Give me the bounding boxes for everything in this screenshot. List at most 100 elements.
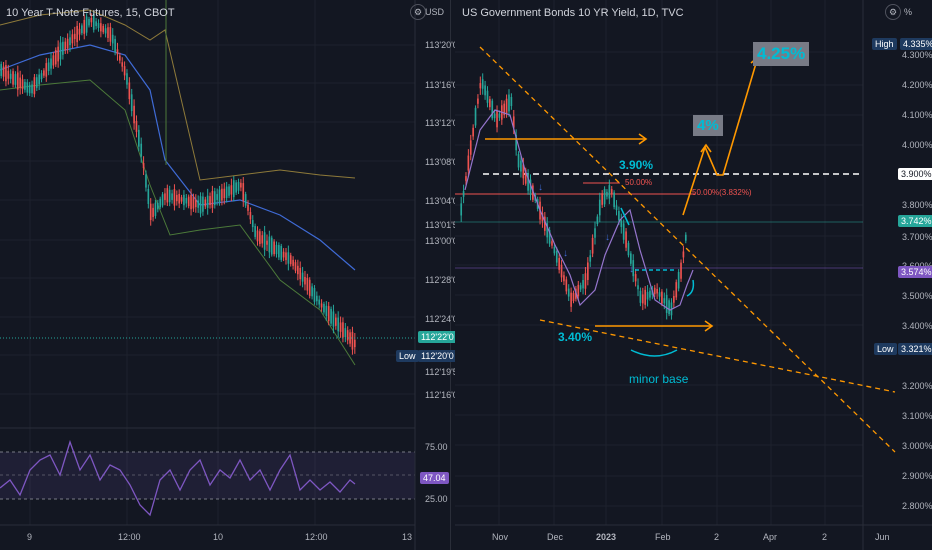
candle [104, 28, 107, 34]
price-axis-label: 113'01'5 [425, 220, 458, 230]
candle [97, 23, 100, 28]
candle [665, 295, 668, 313]
price-axis-label: 113'16'0 [425, 80, 458, 90]
price-axis-label: 112'19'5 [425, 367, 458, 377]
candle [266, 240, 268, 245]
rsi-line [0, 439, 356, 517]
candle [126, 73, 128, 85]
right-chart-canvas[interactable]: ↓ ↓ ↓ ↓ [455, 0, 932, 550]
candle [493, 113, 496, 119]
candle [346, 330, 349, 341]
candle [43, 70, 45, 76]
candle [178, 193, 181, 204]
candle [553, 246, 556, 254]
low-badge: 3.321% [898, 343, 932, 355]
candle [180, 197, 183, 202]
price-axis-label: 113'12'0 [425, 118, 458, 128]
candle [242, 183, 245, 201]
candle [503, 103, 506, 115]
candle [505, 98, 508, 114]
left-chart-pane[interactable]: 10 Year T-Note Futures, 15, CBOT USD ⚙ 1… [0, 0, 458, 550]
candle [38, 74, 40, 85]
candle [83, 19, 86, 34]
candle [579, 285, 582, 290]
candle [675, 282, 678, 298]
minor-base-label: minor base [629, 372, 689, 386]
candle [558, 258, 560, 270]
candle [512, 116, 515, 128]
candle [491, 100, 494, 119]
candle [653, 287, 656, 295]
candle [663, 298, 666, 304]
candle [618, 211, 620, 221]
candle [256, 230, 259, 242]
candle [622, 223, 625, 240]
rsi-level-75: 75.00 [425, 442, 448, 452]
candle [268, 236, 271, 253]
candle [610, 189, 613, 195]
candle [280, 245, 283, 260]
candle [263, 232, 266, 250]
time-label: 13 [402, 532, 413, 542]
candle [332, 311, 335, 327]
price-axis-label: 3.400% [902, 321, 932, 331]
time-label: 2023 [596, 532, 617, 542]
left-currency: USD [425, 7, 445, 17]
candle [69, 37, 71, 46]
candle [209, 196, 211, 206]
candle [275, 244, 278, 255]
candle [639, 290, 642, 303]
candle [202, 196, 204, 212]
candle [344, 328, 347, 337]
time-label: Jun [875, 532, 890, 542]
gear-icon[interactable]: ⚙ [885, 4, 901, 20]
candle [26, 82, 29, 93]
candle [81, 25, 83, 34]
candle [133, 105, 135, 124]
candle [481, 79, 484, 89]
candle [12, 71, 14, 85]
candle [47, 62, 50, 71]
candle [325, 305, 328, 316]
candle [632, 260, 635, 277]
candle [287, 252, 290, 264]
candle [147, 188, 150, 204]
candle [522, 164, 525, 179]
price-axis-label: 4.200% [902, 80, 932, 90]
candle [349, 332, 351, 344]
candle [465, 176, 467, 181]
candle [111, 34, 114, 44]
candle [598, 199, 601, 216]
right-chart-pane[interactable]: ↓ ↓ ↓ ↓ US Government Bonds 10 YR Yield, 1D… [455, 0, 932, 550]
left-chart-canvas[interactable] [0, 0, 450, 550]
candle [62, 41, 64, 55]
gear-icon[interactable]: ⚙ [410, 4, 426, 20]
candle [342, 322, 344, 338]
price-axis-label: 113'04'0 [425, 196, 458, 206]
candle [529, 179, 532, 196]
candle [66, 38, 69, 49]
candle [469, 140, 472, 155]
candle [216, 194, 218, 200]
candle [5, 65, 7, 82]
candle [130, 94, 133, 112]
candle [19, 77, 22, 88]
candle [71, 34, 74, 44]
candle [572, 292, 575, 302]
time-label: Feb [655, 532, 671, 542]
candle [21, 79, 24, 90]
time-label: 2 [822, 532, 828, 542]
candle [330, 308, 332, 324]
price-axis-label: 3.700% [902, 232, 932, 242]
candle [634, 274, 637, 282]
candle [677, 271, 680, 289]
candle [299, 267, 302, 280]
candle [316, 295, 318, 302]
low-label: Low [396, 350, 419, 362]
candle [197, 200, 200, 208]
price-axis-label: 4.300% [902, 50, 932, 60]
candle [601, 193, 604, 205]
candle [247, 204, 249, 211]
candle [313, 288, 316, 302]
candle [498, 113, 501, 118]
